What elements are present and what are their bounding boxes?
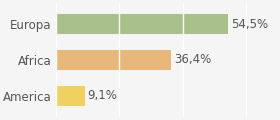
Bar — [56, 50, 171, 70]
Text: 36,4%: 36,4% — [174, 54, 211, 66]
Text: 54,5%: 54,5% — [231, 18, 268, 31]
Bar — [56, 14, 228, 34]
Bar — [56, 86, 85, 106]
Text: 9,1%: 9,1% — [88, 89, 118, 102]
